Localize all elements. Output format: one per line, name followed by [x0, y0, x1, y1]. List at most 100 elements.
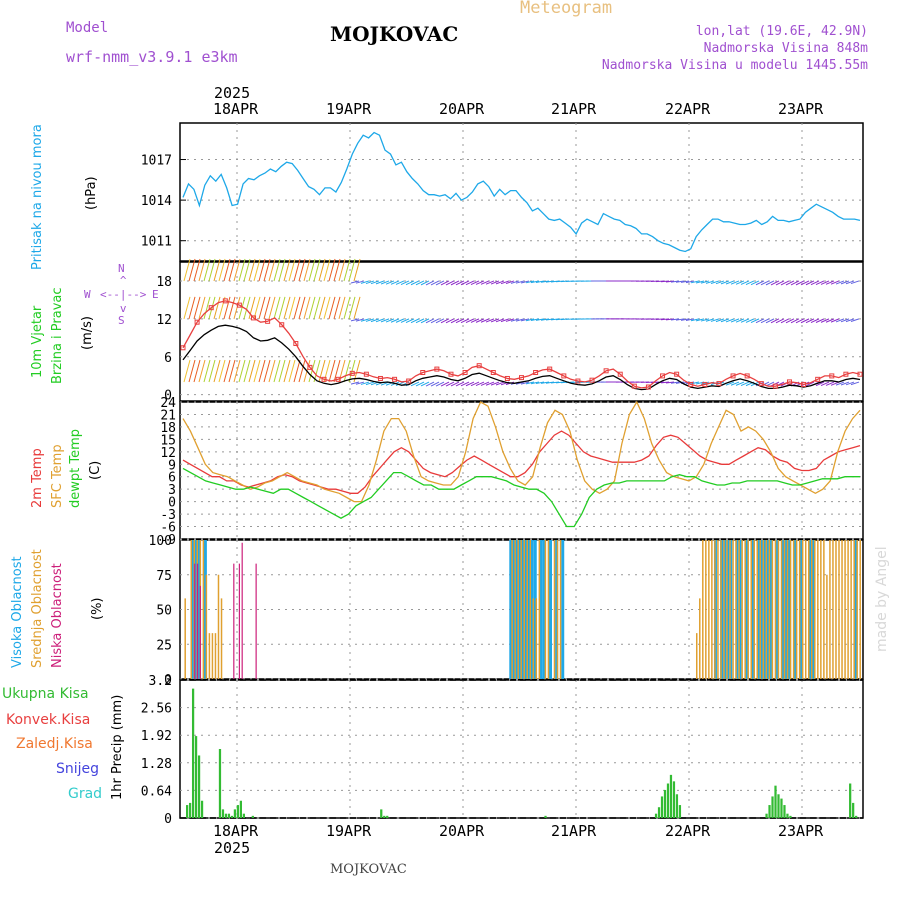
wind-arrow: [655, 280, 665, 283]
wind-arrow: [360, 381, 370, 385]
wind-arrow: [485, 318, 495, 323]
wind-arrow: [208, 359, 216, 383]
wind-gust-marker: [716, 381, 722, 387]
top-date-20: 20APR: [439, 100, 485, 118]
precip-tick-label: 3.2: [149, 674, 172, 689]
wind-arrow: [450, 318, 460, 324]
wind-arrow: [248, 359, 256, 383]
wind-arrow: [525, 381, 535, 385]
wind-gust-marker: [504, 375, 510, 381]
temp-tick-label: 3: [168, 483, 176, 498]
top-date-21: 21APR: [551, 100, 597, 118]
wind-arrow: [480, 318, 490, 323]
wind-arrow: [263, 359, 271, 383]
wind-arrow: [360, 318, 370, 322]
wind-arrow: [350, 280, 360, 284]
wind-arrow: [233, 359, 241, 383]
wind-arrow: [288, 296, 296, 319]
wind-arrow: [420, 381, 430, 387]
wind-arrow: [745, 318, 755, 323]
wind-arrow: [440, 318, 450, 324]
cloud-tick-label: 50: [156, 604, 172, 619]
wind-arrow: [720, 318, 730, 323]
wind-arrow: [385, 280, 395, 285]
temp-tick-label: 0: [168, 496, 176, 511]
wind-arrow: [348, 258, 356, 282]
wind-arrow: [820, 280, 830, 285]
wind-arrow: [410, 280, 420, 286]
wind-gust-marker: [688, 381, 694, 387]
wind-arrow: [390, 318, 400, 323]
wind-arrow: [268, 359, 276, 383]
wind-arrow: [263, 296, 271, 319]
panel-frame: [179, 261, 864, 402]
wind-arrow: [370, 280, 380, 285]
precip-bar: [666, 783, 670, 818]
wind-arrow: [700, 318, 710, 322]
precip-bar: [380, 809, 383, 818]
precip-tick-label: 0: [164, 812, 172, 827]
wind-arrow: [218, 359, 226, 383]
wind-arrow: [665, 318, 675, 321]
wind-arrow: [835, 318, 845, 323]
wind-tick-label: 18: [156, 275, 172, 290]
wind-arrow: [238, 296, 246, 319]
wind-gust-marker: [617, 371, 623, 377]
wind-gust-marker: [758, 381, 764, 387]
wind-arrow: [670, 318, 680, 321]
wind-arrow: [800, 318, 810, 324]
wind-arrow: [660, 280, 670, 283]
wind-arrow: [400, 280, 410, 286]
wind-arrow: [540, 280, 550, 283]
wind-arrow: [710, 318, 720, 322]
wind-arrow: [520, 318, 530, 322]
temp-sfc-line: [182, 400, 861, 503]
precip-tick-label: 2.56: [141, 702, 172, 717]
wind-arrow: [380, 318, 390, 323]
precip-bar: [194, 736, 198, 818]
wind-arrow: [370, 318, 380, 323]
wind-arrow: [198, 359, 206, 383]
wind-arrow: [350, 318, 360, 322]
temp-dewpt-line: [182, 467, 860, 528]
wind-arrow: [293, 359, 301, 383]
wind-gust-marker: [631, 383, 637, 389]
wind-arrow: [308, 258, 316, 282]
wind-arrow: [243, 258, 251, 282]
wind-arrow: [490, 280, 500, 285]
wind-arrow: [298, 296, 306, 319]
wind-arrow: [790, 318, 800, 324]
wind-arrow: [755, 280, 765, 286]
wind-arrow: [318, 359, 326, 383]
wind-arrow: [348, 296, 356, 319]
wind-arrow: [323, 296, 331, 319]
wind-gust-marker: [335, 376, 341, 382]
wind-arrow: [203, 258, 211, 282]
precip-bar: [239, 800, 243, 818]
wind-arrow: [485, 381, 495, 386]
wind-arrow: [328, 359, 336, 383]
wind-gust-marker: [349, 370, 355, 376]
wind-arrow: [550, 280, 560, 283]
precip-bar: [855, 815, 858, 818]
wind-arrow: [660, 318, 670, 321]
wind-arrow: [405, 280, 415, 286]
temp-tick-label: 15: [160, 433, 176, 448]
wind-gust-marker: [786, 379, 792, 385]
wind-gust-marker: [476, 363, 482, 369]
wind-arrow: [455, 318, 465, 324]
wind-arrow: [665, 381, 675, 384]
wind-gust-marker: [236, 302, 242, 308]
wind-arrow: [685, 318, 695, 322]
wind-arrow: [735, 381, 745, 386]
temp-tick-label: 24: [160, 396, 176, 411]
wind-arrow: [253, 296, 261, 319]
wind-gust-marker: [660, 373, 666, 379]
panel-frame: [179, 122, 864, 262]
wind-arrow: [510, 280, 520, 284]
wind-arrow: [820, 318, 830, 323]
compass-w: W: [84, 288, 91, 301]
compass-n: N: [118, 262, 125, 275]
